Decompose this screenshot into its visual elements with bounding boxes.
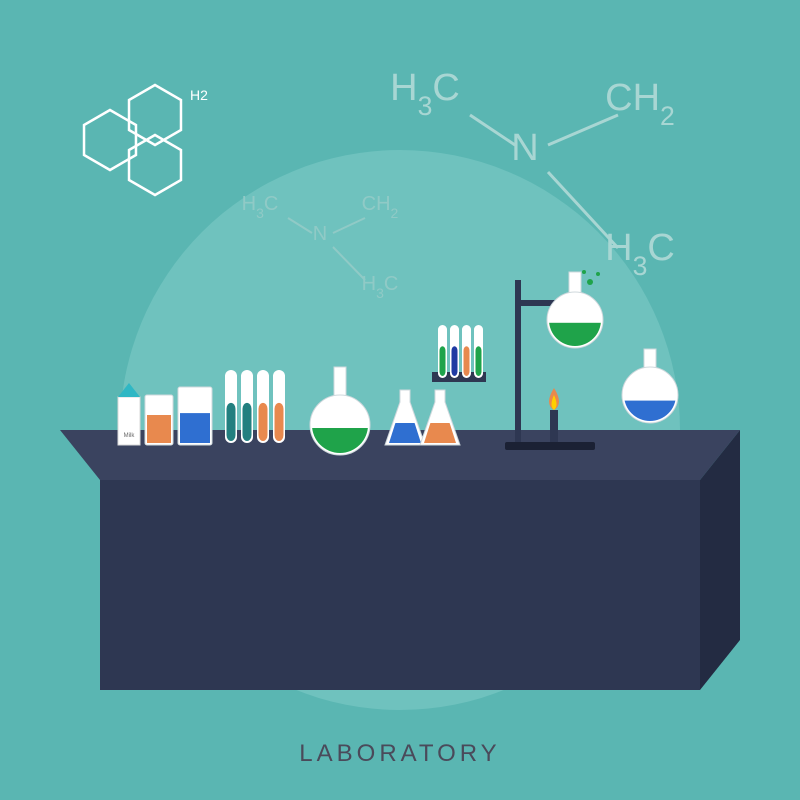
svg-text:N: N: [511, 127, 538, 169]
svg-text:Milk: Milk: [124, 433, 136, 439]
svg-text:H2: H2: [190, 87, 208, 103]
svg-text:N: N: [313, 223, 327, 245]
caption: LABORATORY: [0, 740, 800, 768]
laboratory-infographic: H2H3CNCH2H3CH3CNCH2H3CMilk LABORATORY: [0, 0, 800, 800]
scene-svg: H2H3CNCH2H3CH3CNCH2H3CMilk: [0, 0, 800, 800]
